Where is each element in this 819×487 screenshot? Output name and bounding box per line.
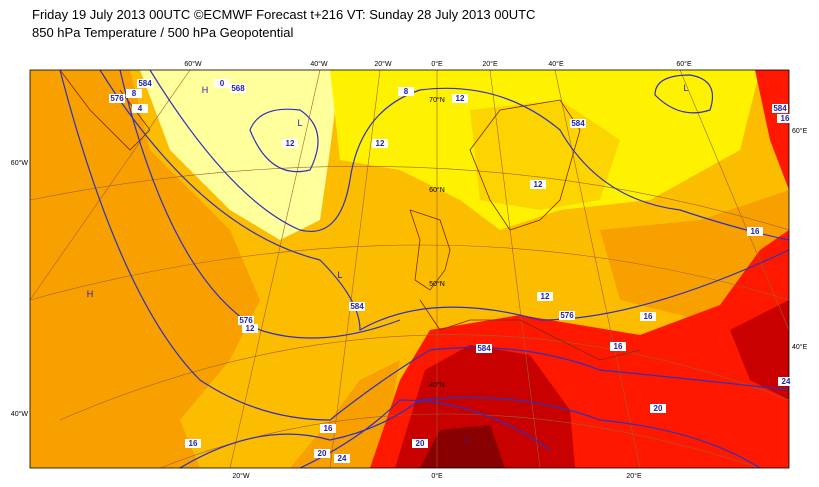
contour-label-box bbox=[185, 439, 201, 448]
contour-label-box bbox=[349, 302, 365, 311]
edge-label: 40°W bbox=[11, 410, 29, 418]
contour-label: 584 bbox=[138, 79, 152, 88]
contour-label-box bbox=[570, 119, 586, 128]
contour-label: 576 bbox=[560, 311, 574, 320]
contour-label: 16 bbox=[324, 424, 333, 433]
field bbox=[730, 300, 789, 400]
pressure-centre: L bbox=[465, 435, 470, 445]
contour-label-box bbox=[126, 89, 142, 98]
field bbox=[420, 425, 505, 468]
contour-label-box bbox=[530, 180, 546, 189]
contour-label: 16 bbox=[614, 342, 623, 351]
contour-label-box bbox=[132, 104, 148, 113]
contour-label: 16 bbox=[189, 439, 198, 448]
contour-label-box bbox=[412, 439, 428, 448]
contour-label-box bbox=[214, 79, 230, 88]
contour-label: 584 bbox=[773, 104, 787, 113]
edge-label: 60°E bbox=[792, 127, 808, 135]
contour-label: 576 bbox=[239, 316, 253, 325]
longitude-label: 20°E bbox=[482, 60, 498, 68]
header-line: Friday 19 July 2013 00UTC ©ECMWF Forecas… bbox=[32, 7, 535, 22]
contour-label: 16 bbox=[644, 312, 653, 321]
contour-label-box bbox=[640, 312, 656, 321]
contour-label-box bbox=[320, 424, 336, 433]
latitude-label: 40°N bbox=[429, 381, 445, 389]
contour-label: 576 bbox=[110, 94, 124, 103]
field bbox=[290, 360, 400, 468]
contour-label: 24 bbox=[338, 454, 347, 463]
contour-label-box bbox=[372, 139, 388, 148]
contour-label: 20 bbox=[416, 439, 425, 448]
contour-label: 584 bbox=[350, 302, 364, 311]
contour-label-box bbox=[559, 311, 575, 320]
contour-label: 12 bbox=[541, 292, 550, 301]
contour-label: 8 bbox=[132, 89, 137, 98]
latitude-label: 50°N bbox=[429, 280, 445, 288]
coastline bbox=[59, 70, 641, 361]
longitude-label: 60°W bbox=[184, 60, 202, 68]
contour-label: 584 bbox=[571, 119, 585, 128]
contour-label: 584 bbox=[477, 344, 491, 353]
longitude-label: 0°E bbox=[431, 472, 443, 480]
pressure-centre: H bbox=[87, 289, 94, 299]
contour-label-box bbox=[398, 87, 414, 96]
contour-label: 16 bbox=[781, 114, 790, 123]
contour-label-box bbox=[747, 227, 763, 236]
contour-label: 20 bbox=[318, 449, 327, 458]
field bbox=[755, 70, 789, 190]
contour-label-box bbox=[282, 139, 298, 148]
pressure-centre: L bbox=[297, 118, 302, 128]
contour-label-box bbox=[650, 404, 666, 413]
contour-label: 20 bbox=[654, 404, 663, 413]
contour bbox=[59, 70, 789, 468]
contour-label: 12 bbox=[376, 139, 385, 148]
pressure-centre: H bbox=[202, 85, 209, 95]
header-line: 850 hPa Temperature / 500 hPa Geopotenti… bbox=[32, 25, 294, 40]
contour-label: 12 bbox=[534, 180, 543, 189]
contour-label-box bbox=[452, 94, 468, 103]
contour-label-box bbox=[777, 114, 793, 123]
edge-label: 40°E bbox=[792, 343, 808, 351]
pressure-centre: L bbox=[683, 83, 688, 93]
contour-label-box bbox=[334, 454, 350, 463]
contour-label-box bbox=[476, 344, 492, 353]
longitude-label: 0°E bbox=[431, 60, 443, 68]
contour-label: 12 bbox=[246, 324, 255, 333]
contour-label-box bbox=[137, 79, 153, 88]
longitude-label: 40°E bbox=[548, 60, 564, 68]
longitude-label: 60°E bbox=[676, 60, 692, 68]
field bbox=[30, 70, 260, 468]
contour-label: 568 bbox=[231, 84, 245, 93]
contour-label-box bbox=[242, 324, 258, 333]
latitude-label: 70°N bbox=[429, 96, 445, 104]
edge-label: 60°W bbox=[11, 159, 29, 167]
map bbox=[30, 70, 789, 468]
contour-label-box bbox=[230, 84, 246, 93]
contour-label: 12 bbox=[456, 94, 465, 103]
contour-label-box bbox=[778, 377, 794, 386]
pressure-centre: L bbox=[337, 270, 342, 280]
contour-label-box bbox=[314, 449, 330, 458]
latitude-label: 60°N bbox=[429, 186, 445, 194]
contour-label-box bbox=[610, 342, 626, 351]
longitude-label: 20°W bbox=[374, 60, 392, 68]
contour-label: 24 bbox=[782, 377, 791, 386]
contour-label: 4 bbox=[138, 104, 143, 113]
contour-label: 16 bbox=[751, 227, 760, 236]
longitude-label: 40°W bbox=[310, 60, 328, 68]
field bbox=[140, 70, 340, 240]
contour-label-box bbox=[772, 104, 788, 113]
contour-label-box bbox=[238, 316, 254, 325]
contour-label: 8 bbox=[404, 87, 409, 96]
contour-label: 12 bbox=[286, 139, 295, 148]
longitude-label: 20°W bbox=[232, 472, 250, 480]
contour-label-box bbox=[537, 292, 553, 301]
contour-label: 0 bbox=[220, 79, 225, 88]
map-frame bbox=[29, 69, 790, 469]
longitude-label: 20°E bbox=[626, 472, 642, 480]
contour-label-box bbox=[109, 94, 125, 103]
